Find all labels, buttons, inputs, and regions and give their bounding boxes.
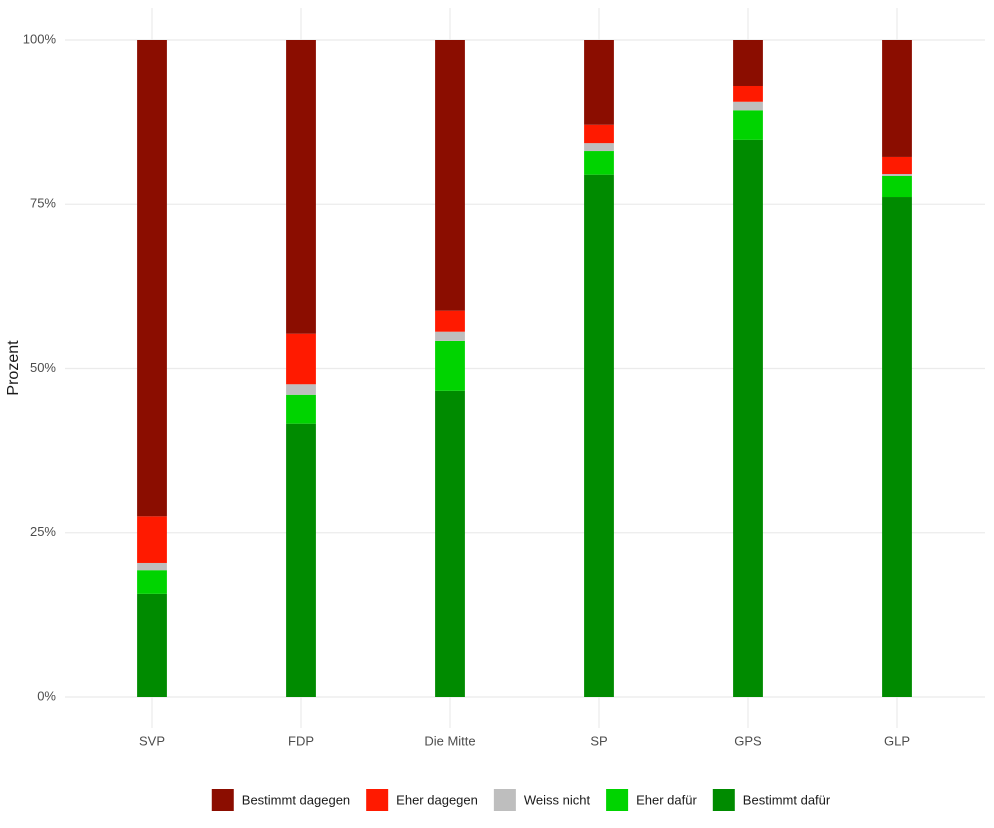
y-tick-label: 100% [23,31,57,46]
legend-item: Weiss nicht [493,789,591,811]
bar-segment [733,40,763,86]
bar-segment [435,40,465,311]
bar-segment [882,40,912,157]
bar-segment [882,174,912,176]
y-axis-label: Prozent [5,340,22,396]
bar-segment [286,384,316,395]
bar-segment [435,390,465,697]
bar-segment [733,101,763,111]
bar-segment [584,174,614,697]
bar-segment [286,40,316,334]
x-tick-label: Die Mitte [424,733,475,748]
legend-item: Eher dafür [606,789,697,811]
bar-segment [137,570,167,594]
legend-label: Eher dagegen [396,792,478,807]
x-tick-label: GPS [734,733,762,748]
y-tick-label: 0% [37,688,56,703]
x-tick-label: SVP [139,733,165,748]
legend-swatch [606,789,629,811]
bar-segment [435,310,465,332]
bar-segment [286,423,316,697]
bar-segment [882,197,912,697]
x-tick-label: FDP [288,733,314,748]
bar-segment [137,562,167,571]
x-tick-label: SP [590,733,607,748]
y-tick-label: 50% [30,360,56,375]
bar-segment [733,85,763,102]
bar-segment [435,331,465,341]
bar-segment [584,143,614,152]
legend-item: Bestimmt dagegen [211,789,350,811]
grid [65,8,985,728]
y-tick-label: 75% [30,196,56,211]
bar-segment [733,110,763,140]
legend-label: Eher dafür [636,792,697,807]
bar-segment [882,175,912,198]
legend-swatch [493,789,516,811]
bar-segment [584,151,614,175]
bar-segment [882,156,912,175]
legend-swatch [712,789,735,811]
legend-swatch [211,789,234,811]
bar-segment [137,516,167,563]
bar-segment [435,340,465,391]
bar-segment [286,394,316,424]
legend-label: Weiss nicht [524,792,591,807]
bar-segment [286,333,316,385]
legend-item: Eher dagegen [366,789,478,811]
legend-item: Bestimmt dafür [712,789,831,811]
legend-label: Bestimmt dafür [743,792,831,807]
legend: Bestimmt dagegen Eher dagegen Weiss nicht E… [211,789,831,811]
legend-label: Bestimmt dagegen [242,792,350,807]
x-tick-label: GLP [884,733,910,748]
bar-segment [137,593,167,697]
bar-segment [137,40,167,517]
bar-segment [584,40,614,125]
bar-segment [733,139,763,697]
y-tick-label: 25% [30,524,56,539]
bar-segment [584,124,614,144]
legend-swatch [366,789,389,811]
